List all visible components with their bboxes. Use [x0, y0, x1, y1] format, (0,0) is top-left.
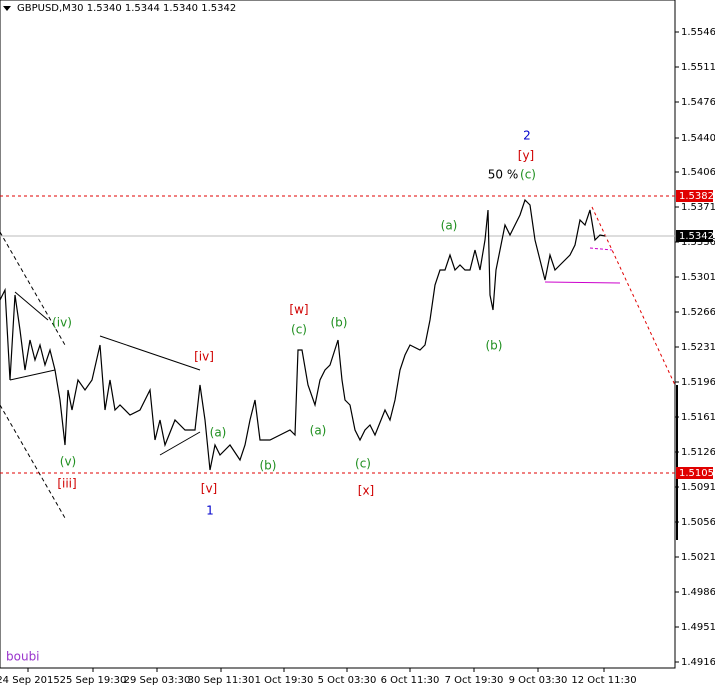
x-tick-label: 25 Sep 19:30 [60, 675, 127, 686]
wave-label: (v) [60, 455, 76, 469]
x-tick-label: 30 Sep 11:30 [188, 675, 255, 686]
wave-label: [y] [518, 149, 534, 163]
y-tick-label: 1.4951 [681, 622, 715, 633]
channel-line [0, 231, 66, 346]
price-line [0, 198, 606, 471]
y-tick-label: 1.5546 [681, 27, 715, 38]
y-tick-label: 1.5161 [681, 412, 715, 423]
price-label: 1.5105 [679, 468, 714, 479]
y-tick-label: 1.5126 [681, 447, 715, 458]
trend-line [9, 369, 56, 381]
y-tick-label: 1.5056 [681, 517, 715, 528]
channel-line [0, 404, 66, 519]
wave-label: [v] [201, 482, 217, 496]
y-tick-label: 1.5440 [681, 133, 715, 144]
chart-title: GBPUSD,M30 1.5340 1.5344 1.5340 1.5342 [17, 3, 236, 14]
x-tick-label: 6 Oct 11:30 [381, 675, 440, 686]
y-tick-label: 1.5196 [681, 377, 715, 388]
wave-label: [w] [289, 303, 308, 317]
x-tick-label: 12 Oct 11:30 [571, 675, 636, 686]
target-line [589, 247, 613, 251]
x-tick-label: 9 Oct 03:30 [509, 675, 568, 686]
trend-line [159, 431, 201, 456]
y-tick-label: 1.5266 [681, 307, 715, 318]
y-tick-label: 1.5231 [681, 342, 715, 353]
wave-label: (c) [355, 457, 371, 471]
y-tick-label: 1.5091 [681, 482, 715, 493]
wave-label: [iii] [57, 477, 76, 491]
x-tick-label: 7 Oct 19:30 [445, 675, 504, 686]
projection-line [591, 206, 676, 386]
price-box [676, 467, 713, 479]
price-label: 1.5342 [679, 231, 714, 242]
wave-label: (a) [210, 426, 227, 440]
y-tick-label: 1.5336 [681, 237, 715, 248]
price-box [676, 230, 713, 242]
wave-label: (b) [486, 339, 503, 353]
drawings [0, 206, 678, 540]
wave-label: [x] [358, 484, 374, 498]
y-tick-label: 1.5371 [681, 202, 715, 213]
y-tick-label: 1.5511 [681, 62, 715, 73]
wave-label: 50 % [488, 168, 519, 182]
plot-frame [0, 0, 676, 669]
wave-label: [iv] [194, 350, 214, 364]
wave-label: (c) [291, 323, 307, 337]
y-tick-label: 1.5476 [681, 97, 715, 108]
wave-label: 2 [523, 129, 531, 143]
y-tick-label: 1.5406 [681, 167, 715, 178]
y-tick-label: 1.4986 [681, 587, 715, 598]
trend-line [99, 335, 201, 371]
x-tick-label: 5 Oct 03:30 [318, 675, 377, 686]
wave-label: (a) [310, 424, 327, 438]
price-box [676, 190, 713, 202]
wave-label: (b) [331, 316, 348, 330]
x-tick-label: 29 Sep 03:30 [124, 675, 191, 686]
y-tick-label: 1.5021 [681, 552, 715, 563]
y-tick-label: 1.5301 [681, 272, 715, 283]
wave-label: (iv) [52, 316, 72, 330]
menu-icon [3, 6, 11, 11]
wave-label: 1 [206, 504, 214, 518]
target-line [544, 281, 621, 284]
watermark: boubi [6, 650, 40, 664]
wave-label: (b) [260, 459, 277, 473]
trend-line [14, 291, 49, 321]
x-tick-label: 24 Sep 2015 [0, 675, 60, 686]
wave-label: (c) [520, 168, 536, 182]
x-tick-label: 1 Oct 19:30 [255, 675, 314, 686]
wave-label: (a) [441, 219, 458, 233]
price-label: 1.5382 [679, 191, 714, 202]
y-tick-label: 1.4916 [681, 657, 715, 668]
